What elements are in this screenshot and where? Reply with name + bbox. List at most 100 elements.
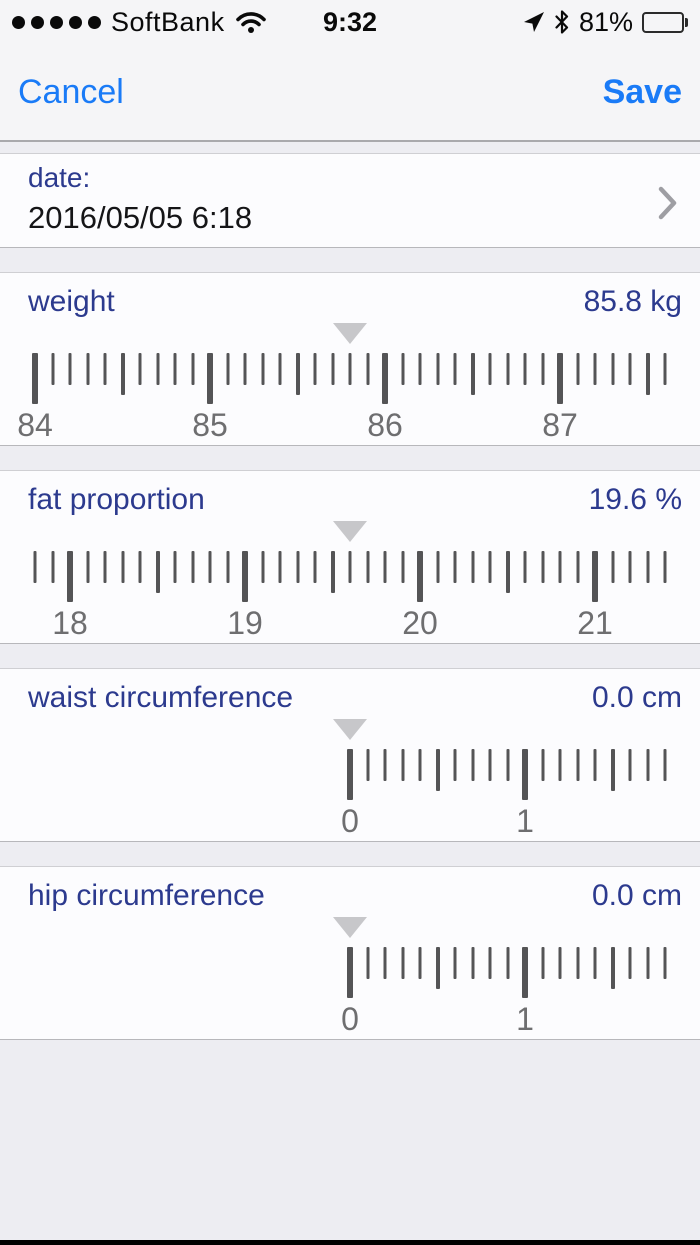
tick bbox=[576, 353, 579, 385]
tick bbox=[646, 551, 649, 583]
tick bbox=[226, 353, 229, 385]
tick bbox=[628, 947, 632, 979]
chevron-right-icon bbox=[658, 186, 678, 220]
tick bbox=[366, 749, 369, 781]
tick bbox=[278, 551, 282, 583]
tick bbox=[541, 551, 544, 583]
bottom-fill bbox=[0, 1040, 700, 1240]
tick bbox=[488, 551, 492, 583]
measure-card-fat-proportion: fat proportion 19.6 % 18 19 20 21 bbox=[0, 470, 700, 644]
measure-label: weight bbox=[28, 285, 115, 318]
tick bbox=[173, 353, 177, 385]
ruler-pointer-icon bbox=[333, 917, 367, 938]
tick bbox=[435, 749, 440, 791]
tick bbox=[593, 749, 597, 781]
tick bbox=[86, 353, 89, 385]
date-label: date: bbox=[28, 162, 91, 193]
tick bbox=[383, 947, 387, 979]
bluetooth-icon bbox=[554, 10, 570, 34]
tick bbox=[506, 353, 509, 385]
measure-value: 19.6 % bbox=[588, 483, 682, 516]
tick-label: 0 bbox=[341, 803, 359, 839]
tick bbox=[558, 749, 562, 781]
tick-label: 1 bbox=[516, 803, 534, 839]
tick bbox=[593, 947, 597, 979]
tick bbox=[541, 353, 544, 385]
tick-label: 85 bbox=[192, 407, 228, 443]
tick bbox=[51, 551, 54, 583]
ruler-pointer-icon bbox=[333, 521, 367, 542]
save-button[interactable]: Save bbox=[602, 72, 682, 111]
tick-label: 18 bbox=[52, 605, 88, 641]
tick bbox=[453, 947, 457, 979]
tick bbox=[646, 947, 649, 979]
cancel-button[interactable]: Cancel bbox=[18, 72, 124, 111]
tick bbox=[418, 353, 422, 385]
tick-label: 0 bbox=[341, 1001, 359, 1037]
tick bbox=[522, 947, 528, 998]
section-gap bbox=[0, 446, 700, 470]
tick bbox=[576, 551, 579, 583]
tick bbox=[33, 551, 37, 583]
tick bbox=[208, 551, 212, 583]
tick bbox=[663, 551, 667, 583]
tick bbox=[191, 551, 194, 583]
tick bbox=[611, 551, 614, 583]
tick bbox=[401, 353, 404, 385]
carrier-label: SoftBank bbox=[111, 6, 225, 37]
ruler-pointer-icon bbox=[333, 323, 367, 344]
tick bbox=[523, 551, 527, 583]
tick bbox=[138, 353, 142, 385]
tick bbox=[471, 947, 474, 979]
tick bbox=[541, 749, 544, 781]
nav-bar: Cancel Save bbox=[0, 44, 700, 142]
tick bbox=[453, 749, 457, 781]
tick bbox=[67, 551, 73, 602]
section-gap bbox=[0, 644, 700, 668]
tick-label: 19 bbox=[227, 605, 263, 641]
tick bbox=[471, 749, 474, 781]
ruler-slider[interactable]: 84 85 86 87 bbox=[0, 353, 700, 447]
tick bbox=[366, 353, 369, 385]
tick bbox=[121, 551, 124, 583]
tick bbox=[138, 551, 142, 583]
tick bbox=[541, 947, 544, 979]
tick bbox=[523, 353, 527, 385]
tick bbox=[488, 947, 492, 979]
tick bbox=[436, 353, 439, 385]
date-row[interactable]: date: 2016/05/05 6:18 bbox=[0, 153, 700, 248]
tick bbox=[663, 947, 667, 979]
ruler-slider[interactable]: 18 19 20 21 bbox=[0, 551, 700, 645]
measure-label: waist circumference bbox=[28, 681, 294, 714]
section-gap bbox=[0, 248, 700, 272]
tick bbox=[366, 551, 369, 583]
tick bbox=[418, 749, 422, 781]
bottom-bar bbox=[0, 1240, 700, 1245]
battery-percent-label: 81% bbox=[578, 6, 633, 37]
tick bbox=[506, 749, 509, 781]
tick bbox=[646, 749, 649, 781]
tick bbox=[191, 353, 194, 385]
tick bbox=[296, 551, 299, 583]
measure-value: 0.0 cm bbox=[591, 879, 682, 912]
signal-strength-icon bbox=[12, 15, 101, 29]
tick bbox=[313, 353, 317, 385]
tick bbox=[261, 353, 264, 385]
tick bbox=[576, 749, 579, 781]
tick bbox=[330, 551, 335, 593]
tick bbox=[103, 551, 107, 583]
tick bbox=[120, 353, 125, 395]
tick-label: 86 bbox=[367, 407, 403, 443]
measure-label: fat proportion bbox=[28, 483, 205, 516]
tick bbox=[610, 749, 615, 791]
ruler-pointer-icon bbox=[333, 719, 367, 740]
tick bbox=[156, 353, 159, 385]
measure-value: 0.0 cm bbox=[591, 681, 682, 714]
tick bbox=[418, 947, 422, 979]
tick bbox=[435, 947, 440, 989]
tick bbox=[645, 353, 650, 395]
tick bbox=[383, 749, 387, 781]
